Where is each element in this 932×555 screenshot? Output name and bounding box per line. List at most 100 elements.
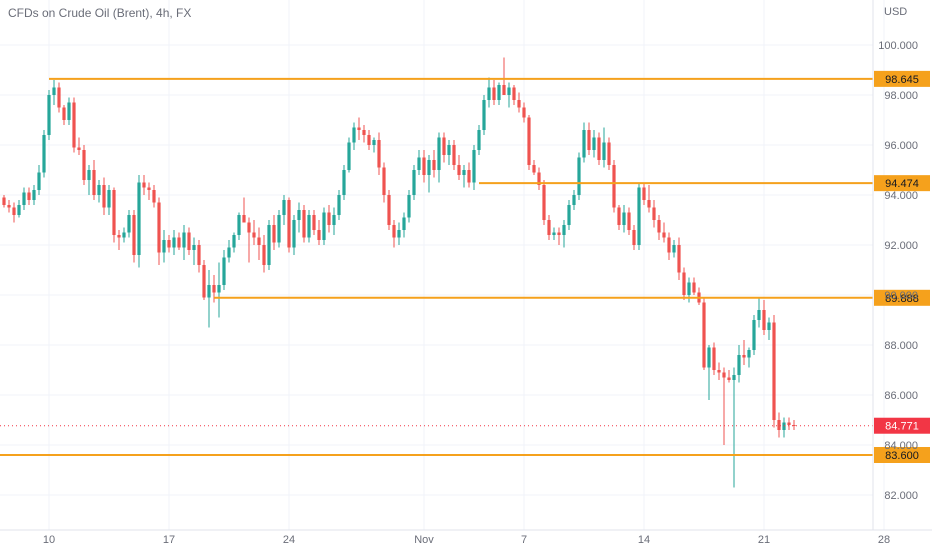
time-tick-label: 24	[283, 534, 295, 546]
candle-body	[32, 190, 36, 200]
candle-body	[507, 87, 511, 95]
candle-body	[312, 215, 316, 230]
last-price-label-bg	[874, 417, 930, 434]
time-tick-label: 7	[521, 534, 527, 546]
candle-body	[112, 190, 116, 235]
price-tick-label: 84.000	[884, 440, 918, 452]
candle-body	[742, 355, 746, 358]
candle-body	[192, 245, 196, 250]
candle-body	[602, 142, 606, 160]
candle-body	[102, 185, 106, 208]
candle-body	[67, 102, 71, 120]
candle-body	[27, 192, 31, 200]
candle-body	[482, 100, 486, 130]
candle-body	[642, 187, 646, 200]
candle-body	[582, 130, 586, 158]
candle-body	[12, 207, 16, 215]
candle-body	[352, 127, 356, 143]
time-tick-label: 14	[638, 534, 650, 546]
candle-body	[762, 310, 766, 330]
candle-body	[632, 230, 636, 245]
candle-body	[147, 187, 151, 190]
candle-body	[327, 212, 331, 225]
price-tick-label: 90.000	[884, 290, 918, 302]
candle-body	[57, 87, 61, 108]
candle-body	[387, 195, 391, 225]
candle-body	[227, 247, 231, 258]
time-tick-label: 17	[163, 534, 175, 546]
time-tick-label: Nov	[414, 534, 434, 546]
candle-body	[272, 225, 276, 243]
candle-body	[362, 130, 366, 135]
candle-body	[607, 142, 611, 165]
candle-body	[197, 245, 201, 265]
level-label-bg	[874, 289, 930, 306]
horizontal-levels[interactable]: 98.645 94.474 89.888 83.600	[0, 70, 930, 463]
price-tick-label: 82.000	[884, 490, 918, 502]
candle-body	[622, 212, 626, 225]
level-label-bg	[874, 175, 930, 192]
candle-body	[512, 87, 516, 100]
candle-body	[472, 150, 476, 183]
candle-body	[137, 182, 141, 255]
candle-body	[242, 215, 246, 223]
candle-body	[767, 322, 771, 330]
candle-body	[457, 165, 461, 175]
candle-body	[462, 170, 466, 175]
price-tick-label: 96.000	[884, 140, 918, 152]
time-tick-label: 28	[878, 534, 890, 546]
price-axis[interactable]: 82.000 84.000 86.000 88.000 90.000 92.000 94.0…	[872, 0, 918, 530]
candle-body	[107, 190, 111, 208]
candle-body	[92, 170, 96, 195]
candle-body	[342, 170, 346, 195]
candle-body	[237, 215, 241, 235]
candle-body	[337, 195, 341, 215]
candle-body	[542, 185, 546, 220]
candle-body	[82, 150, 86, 180]
candle-body	[487, 87, 491, 100]
candle-body	[382, 167, 386, 195]
time-axis[interactable]: 10 17 24 Nov 7 14 21 28	[0, 529, 932, 546]
candle-body	[2, 197, 6, 205]
candle-body	[497, 85, 501, 100]
candle-body	[637, 187, 641, 245]
candle-body	[172, 237, 176, 248]
candle-body	[437, 137, 441, 170]
candles	[2, 57, 796, 488]
candle-body	[782, 422, 786, 430]
candle-body	[587, 130, 591, 150]
candle-body	[77, 147, 81, 150]
candle-body	[417, 157, 421, 170]
candle-body	[302, 210, 306, 238]
candle-body	[657, 220, 661, 233]
candle-body	[597, 137, 601, 160]
candle-body	[572, 195, 576, 205]
candle-body	[732, 375, 736, 380]
candle-body	[467, 170, 471, 183]
candle-body	[62, 107, 66, 120]
candle-body	[407, 195, 411, 218]
candle-body	[167, 240, 171, 248]
price-tick-label: 86.000	[884, 390, 918, 402]
candle-body	[217, 285, 221, 293]
level-label-bg	[874, 70, 930, 87]
price-tick-label: 100.000	[878, 40, 918, 52]
candle-body	[682, 272, 686, 295]
candle-body	[152, 190, 156, 203]
candle-body	[287, 200, 291, 248]
candle-body	[262, 245, 266, 265]
candle-body	[792, 425, 796, 426]
candle-body	[142, 182, 146, 188]
candle-body	[652, 207, 656, 220]
candle-body	[402, 217, 406, 230]
level-price-label: 94.474	[885, 178, 919, 190]
candle-body	[547, 220, 551, 235]
candle-body	[122, 232, 126, 238]
candle-body	[187, 232, 191, 250]
candle-body	[297, 210, 301, 220]
candle-body	[182, 232, 186, 248]
candle-body	[247, 222, 251, 233]
candle-body	[432, 160, 436, 170]
